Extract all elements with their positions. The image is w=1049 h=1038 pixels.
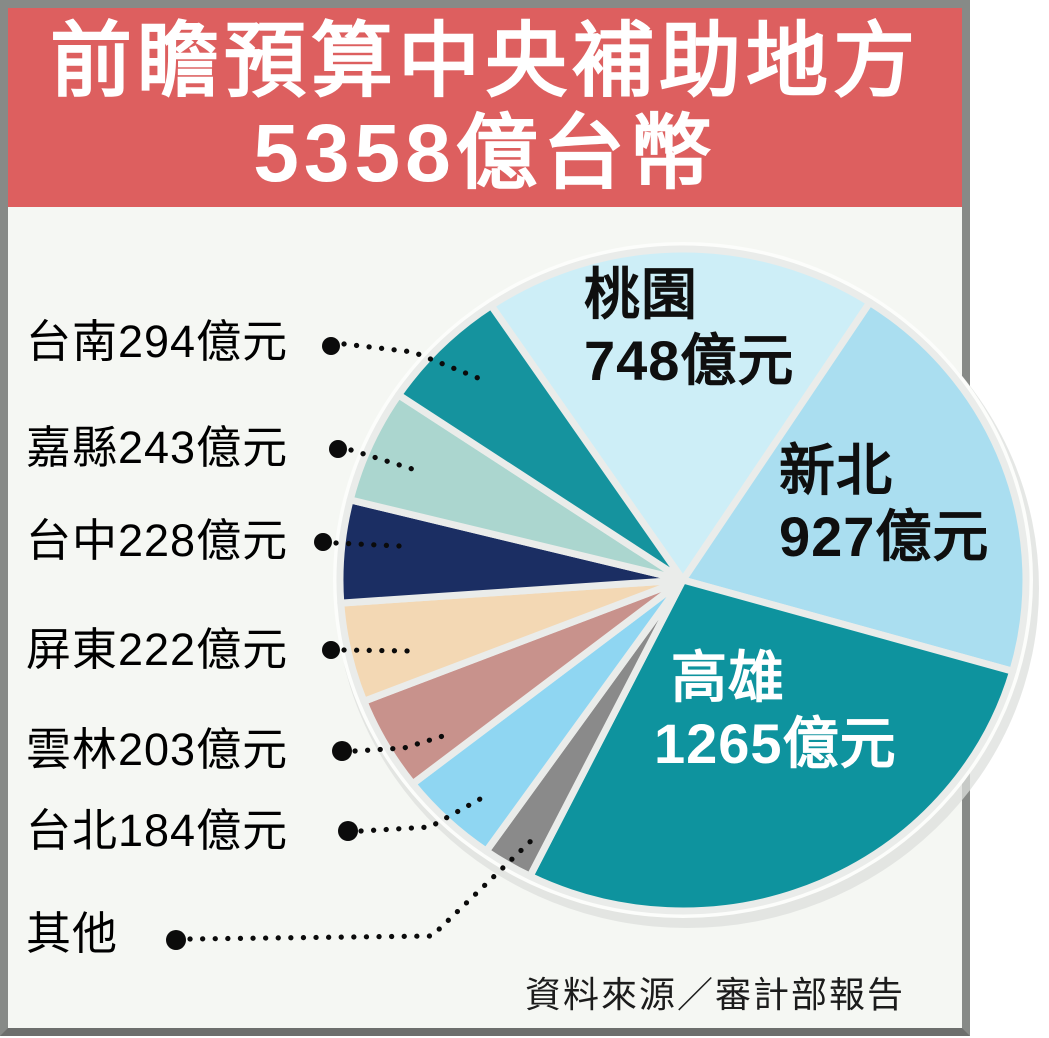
legend-label-other: 其他 bbox=[26, 908, 119, 959]
leader-dot-1 bbox=[329, 440, 347, 458]
leader-dot-4 bbox=[332, 741, 352, 761]
leader-dot-2 bbox=[314, 533, 332, 551]
legend-label-taipei: 台北184億元 bbox=[26, 805, 289, 856]
leader-line-3 bbox=[341, 647, 413, 654]
leader-line-4 bbox=[352, 733, 446, 754]
leader-line-0 bbox=[341, 341, 481, 381]
leader-line-6 bbox=[187, 834, 538, 942]
leader-dot-6 bbox=[166, 930, 186, 950]
callout-xinbei-amount: 927億元 bbox=[779, 505, 990, 568]
callout-taoyuan-name: 桃園 bbox=[584, 263, 698, 326]
legend-label-pingtung: 屏東222億元 bbox=[26, 624, 289, 675]
pie-slice-xinbei bbox=[679, 298, 1030, 675]
callout-taoyuan: 桃園 748億元 bbox=[584, 262, 794, 394]
pie-slice-taoyuan bbox=[487, 245, 874, 584]
leader-line-5 bbox=[358, 791, 492, 834]
legend-label-tainan: 台南294億元 bbox=[26, 316, 289, 367]
pie-slice-kaohsiung bbox=[526, 576, 1017, 915]
leader-dot-0 bbox=[322, 337, 340, 355]
callout-taoyuan-amount: 748億元 bbox=[584, 329, 795, 392]
callout-kaohsiung-name: 高雄 bbox=[671, 646, 785, 709]
callout-xinbei-name: 新北 bbox=[779, 439, 893, 502]
title-banner: 前瞻預算中央補助地方 5358億台幣 bbox=[8, 8, 962, 207]
leader-line-1 bbox=[348, 447, 425, 475]
pie-slice-tainan bbox=[395, 302, 687, 584]
callout-xinbei: 新北 927億元 bbox=[779, 438, 989, 570]
legend-label-yunlin: 雲林203億元 bbox=[26, 724, 289, 775]
source-note: 資料來源／審計部報告 bbox=[524, 974, 905, 1015]
title-line2: 5358億台幣 bbox=[253, 107, 717, 199]
leader-line-2 bbox=[333, 540, 402, 549]
callout-kaohsiung-amount: 1265億元 bbox=[654, 712, 897, 775]
legend-label-taichung: 台中228億元 bbox=[26, 515, 289, 566]
title-line1: 前瞻預算中央補助地方 bbox=[49, 15, 920, 107]
legend-label-chiayi: 嘉縣243億元 bbox=[26, 422, 289, 473]
leader-dot-5 bbox=[338, 821, 358, 841]
callout-kaohsiung: 高雄 1265億元 bbox=[654, 645, 897, 777]
leader-dot-3 bbox=[322, 641, 340, 659]
